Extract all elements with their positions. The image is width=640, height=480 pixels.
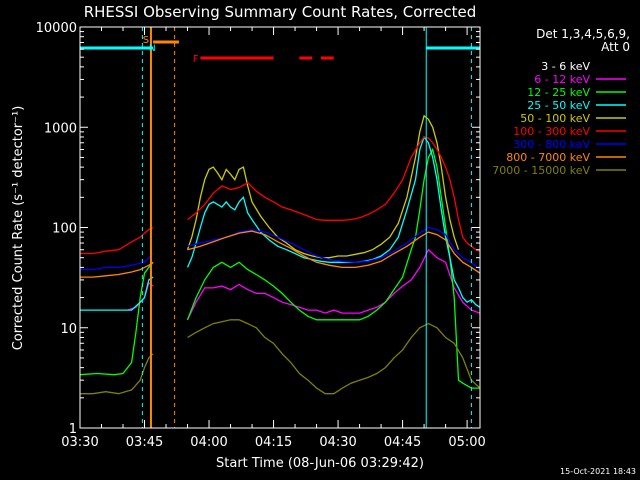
annotation-f: F <box>193 54 199 65</box>
y-axis-label: Corrected Count Rate (s⁻¹ detector⁻¹) <box>11 106 26 351</box>
series-line-3 <box>80 276 154 311</box>
series-line-0 <box>212 275 451 375</box>
series-line-6 <box>187 226 481 271</box>
legend-label: 300 - 800 keV <box>513 138 590 151</box>
series-line-2 <box>79 261 154 376</box>
axis-layer: 1 10 100 1000 10000 03:30 03:45 04:00 04:15 04:30… <box>36 21 486 450</box>
legend-label: 6 - 12 keV <box>534 73 590 86</box>
x-tick-label: 04:45 <box>384 435 421 450</box>
data-layer <box>79 114 481 395</box>
y-tick-label: 10000 <box>36 21 77 36</box>
annotation-layer: SN F <box>79 27 480 428</box>
x-tick-label: 03:30 <box>61 435 98 450</box>
legend-label: 800 - 7000 keV <box>506 151 590 164</box>
series-line-7 <box>80 261 154 278</box>
timestamp-label: 15-Oct-2021 18:43 <box>560 467 636 476</box>
y-tick-label: 1 <box>69 422 77 437</box>
legend-label: 100 - 300 keV <box>513 125 590 138</box>
x-tick-label: 04:15 <box>255 435 292 450</box>
x-tick-label: 04:30 <box>319 435 356 450</box>
legend-label: 7000 - 15000 keV <box>492 164 590 177</box>
series-line-7 <box>187 230 481 274</box>
y-tick-label: 1000 <box>44 121 77 136</box>
legend-label: 12 - 25 keV <box>527 86 590 99</box>
series-line-6 <box>80 253 154 271</box>
series-line-1 <box>186 248 481 321</box>
series-line-5 <box>80 226 154 255</box>
series-line-8 <box>187 319 481 395</box>
series-line-8 <box>80 353 154 395</box>
y-tick-label: 100 <box>52 222 77 237</box>
legend-label: 25 - 50 keV <box>527 99 590 112</box>
series-line-2 <box>186 147 480 389</box>
series-line-3 <box>186 135 481 308</box>
y-tick-label: 10 <box>60 322 77 337</box>
legend-label: 50 - 100 keV <box>520 112 590 125</box>
legend-header-attenuator: Att 0 <box>601 40 630 54</box>
legend-header-detectors: Det 1,3,4,5,6,9, <box>536 27 630 41</box>
series-line-4 <box>186 114 460 259</box>
x-tick-label: 05:00 <box>448 435 485 450</box>
x-tick-label: 03:45 <box>126 435 163 450</box>
annotation-s: S <box>143 35 149 46</box>
x-tick-label: 04:00 <box>190 435 227 450</box>
annotation-n: N <box>149 44 156 54</box>
x-axis-label: Start Time (08-Jun-06 03:29:42) <box>216 456 424 471</box>
chart-title: RHESSI Observing Summary Count Rates, Co… <box>84 3 477 21</box>
legend-label: 3 - 6 keV <box>541 60 590 73</box>
series-line-5 <box>187 136 481 252</box>
